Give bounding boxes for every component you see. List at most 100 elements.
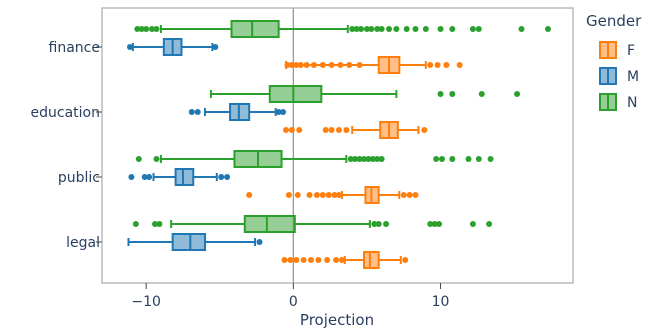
outlier-point [469,221,476,227]
x-axis-title: Projection [300,311,374,329]
outlier-point [337,62,344,68]
outlier-point [427,62,434,68]
outlier-point [132,221,139,227]
box-f-legal [281,251,409,269]
outlier-point [347,156,354,162]
outlier-point [224,174,231,180]
series-m [126,38,287,251]
y-tick-label-public: public [58,170,100,186]
outlier-point [375,221,382,227]
outlier-point [328,127,335,133]
outlier-point [308,257,315,263]
legend-label: M [627,69,639,85]
box-m-legal [127,233,263,251]
box-iqr [362,251,380,269]
outlier-point [126,44,133,50]
outlier-point [465,156,472,162]
outlier-point [363,26,370,32]
outlier-point [437,91,444,97]
outlier-point [325,192,332,198]
outlier-point [436,221,443,227]
outlier-point [486,221,493,227]
outlier-point [449,91,456,97]
axes: −10 0 10 finance education public legal [31,7,574,310]
outlier-point [335,127,342,133]
outlier-point [284,62,291,68]
outlier-point [514,91,521,97]
series-f [246,56,463,269]
outlier-point [346,62,353,68]
outlier-point [456,62,463,68]
outlier-point [352,156,359,162]
outlier-point [296,127,303,133]
outlier-point [303,62,310,68]
outlier-point [469,26,476,32]
outlier-point [393,26,400,32]
outlier-point [400,192,407,198]
outlier-point [333,257,340,263]
y-tick-label-education: education [31,105,100,121]
x-tick-label: −10 [131,294,161,310]
box-iqr [171,233,207,251]
outlier-point [356,62,363,68]
outlier-point [412,192,419,198]
outlier-point [281,257,288,263]
outlier-point [138,26,145,32]
box-f-education [282,121,428,139]
outlier-point [374,26,381,32]
outlier-point [328,62,335,68]
box-iqr [243,215,296,233]
outlier-point [324,257,331,263]
outlier-point [518,26,525,32]
outlier-point [293,62,300,68]
x-tick-label: 10 [432,294,450,310]
outlier-point [449,26,456,32]
outlier-point [288,62,295,68]
outlier-point [544,26,551,32]
outlier-point [331,192,338,198]
outlier-point [349,26,356,32]
outlier-point [280,109,287,115]
outlier-point [156,221,163,227]
outlier-point [431,221,438,227]
x-tick-label: 0 [289,294,298,310]
outlier-point [322,127,329,133]
outlier-point [374,156,381,162]
outlier-point [128,174,135,180]
outlier-point [135,156,142,162]
outlier-point [371,221,378,227]
outlier-point [315,257,322,263]
outlier-point [294,192,301,198]
outlier-point [151,221,158,227]
outlier-point [300,257,307,263]
outlier-point [378,156,385,162]
outlier-point [383,221,390,227]
box-iqr [268,85,323,103]
outlier-point [134,26,141,32]
box-iqr [174,168,195,186]
outlier-point [422,26,429,32]
y-tick-label-legal: legal [66,235,100,251]
outlier-point [141,174,148,180]
outlier-point [285,192,292,198]
outlier-point [386,26,393,32]
outlier-point [368,26,375,32]
box-m-education [188,103,287,121]
outlier-point [293,257,300,263]
outlier-point [343,127,350,133]
outlier-point [378,26,385,32]
outlier-point [188,109,195,115]
outlier-point [421,127,428,133]
box-n-public [135,150,494,168]
outlier-point [338,257,345,263]
outlier-point [212,44,219,50]
outlier-point [310,62,317,68]
outlier-point [412,26,419,32]
plot-frame [101,7,574,284]
y-tick-label-finance: finance [49,40,100,56]
outlier-point [153,156,160,162]
outlier-point [437,26,444,32]
outlier-point [369,156,376,162]
legend-item-m: M [599,67,639,85]
